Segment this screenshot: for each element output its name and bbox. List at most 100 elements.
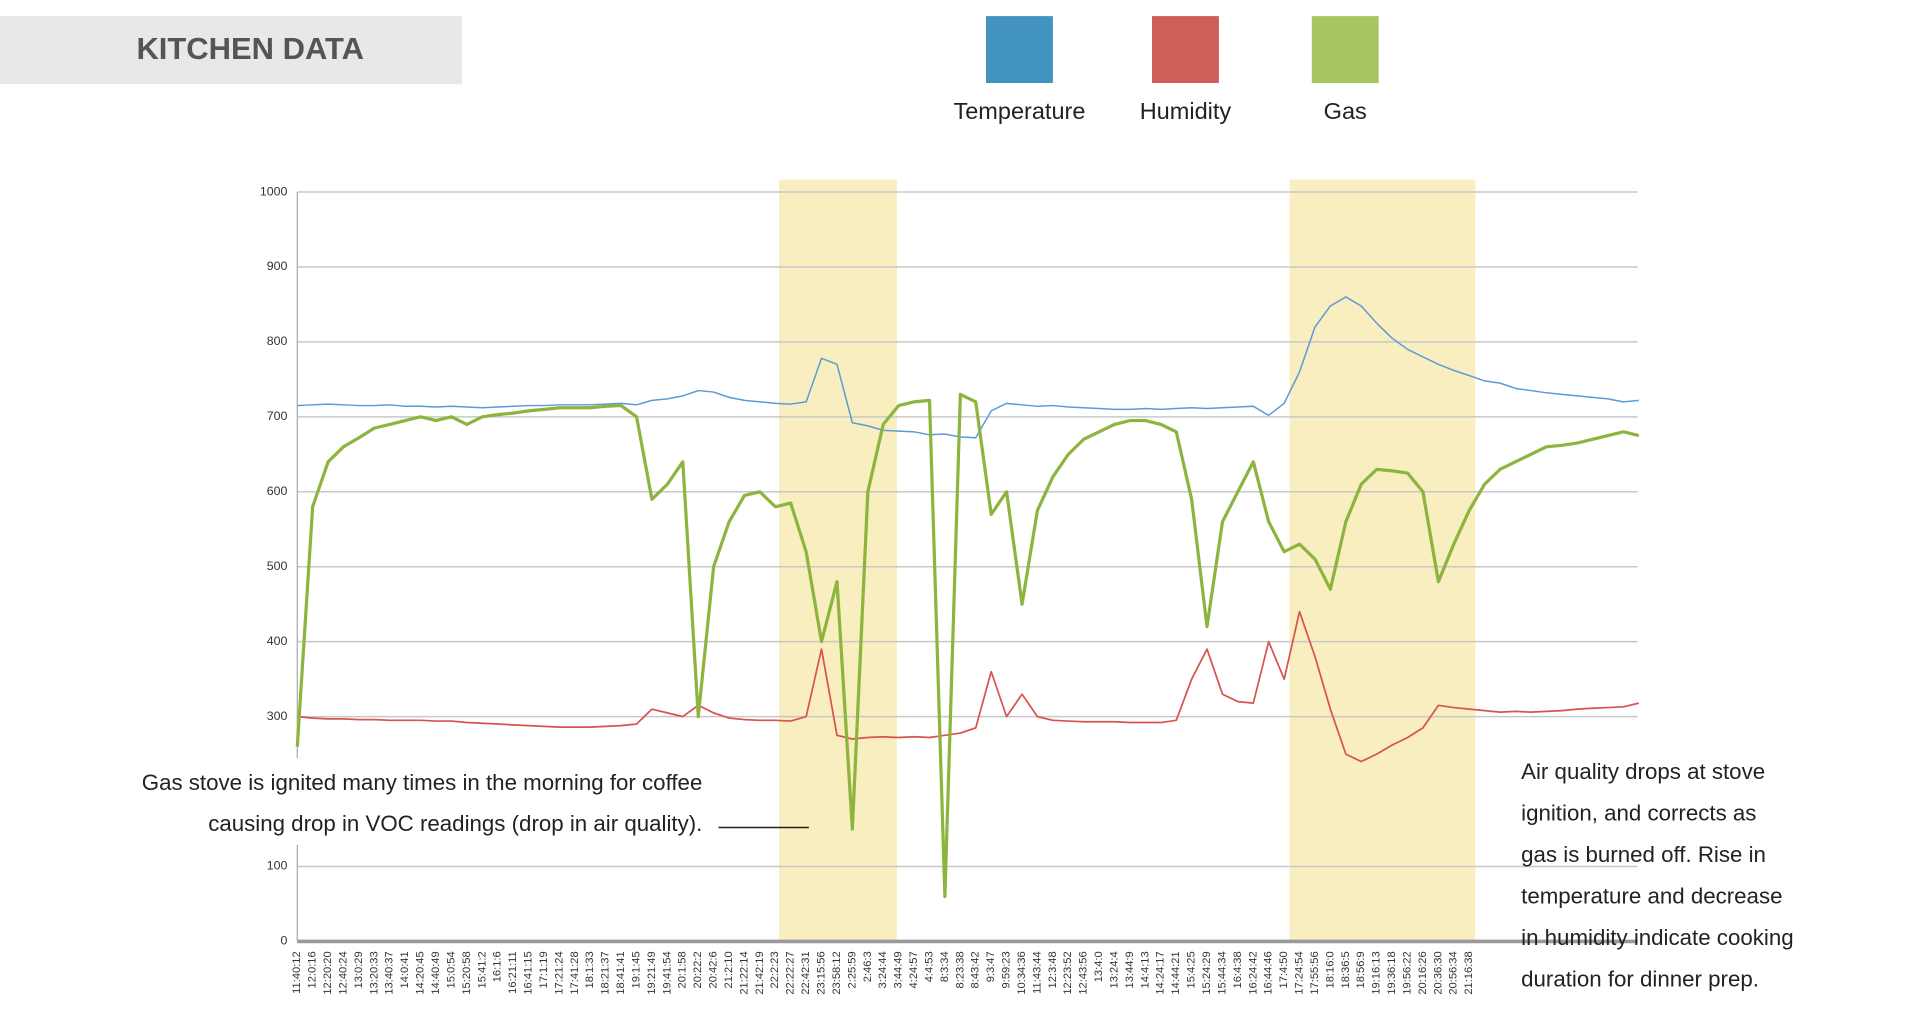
x-tick-label: 16:1:6: [492, 951, 504, 982]
x-tick-label: 14:24:17: [1155, 951, 1167, 994]
y-tick-label: 500: [267, 559, 288, 573]
x-tick-label: 11:43:44: [1031, 951, 1043, 993]
x-tick-label: 3:44:49: [893, 951, 905, 988]
x-tick-label: 14:44:21: [1170, 951, 1182, 994]
highlight-band: [779, 179, 897, 942]
x-tick-label: 8:23:38: [954, 951, 966, 988]
x-tick-label: 16:21:11: [507, 951, 519, 993]
x-tick-label: 13:44:9: [1124, 951, 1136, 988]
x-tick-label: 16:4:38: [1232, 951, 1244, 988]
legend-label: Humidity: [1140, 98, 1232, 124]
x-tick-label: 11:40:12: [291, 951, 303, 993]
annotation-text: Gas stove is ignited many times in the m…: [142, 770, 703, 795]
title-box: [0, 16, 463, 85]
x-tick-label: 20:36:30: [1432, 951, 1444, 994]
chart-title: KITCHEN DATA: [136, 31, 364, 66]
x-tick-label: 19:41:54: [661, 951, 673, 994]
y-tick-label: 0: [280, 934, 287, 948]
annotation-text: causing drop in VOC readings (drop in ai…: [208, 811, 702, 836]
x-tick-label: 16:24:42: [1247, 951, 1259, 994]
x-tick-label: 18:1:33: [584, 951, 596, 988]
x-tick-label: 13:20:33: [368, 951, 380, 994]
x-tick-label: 13:24:4: [1108, 951, 1120, 988]
x-tick-label: 12:3:48: [1047, 951, 1059, 988]
y-tick-label: 100: [267, 859, 288, 873]
highlight-band: [1289, 179, 1476, 942]
x-tick-label: 20:56:34: [1448, 951, 1460, 994]
x-tick-label: 9:59:23: [1001, 951, 1013, 988]
x-tick-label: 17:21:24: [553, 951, 565, 994]
annotation-text: ignition, and corrects as: [1521, 800, 1756, 825]
x-tick-label: 21:2:10: [723, 951, 735, 988]
legend-swatch: [1152, 16, 1219, 83]
x-tick-label: 13:40:37: [384, 951, 396, 994]
x-tick-label: 22:2:23: [769, 951, 781, 988]
x-tick-label: 15:24:29: [1201, 951, 1213, 994]
x-tick-label: 9:3:47: [985, 951, 997, 982]
x-tick-label: 12:23:52: [1062, 951, 1074, 994]
x-tick-label: 23:58:12: [831, 951, 843, 994]
x-tick-label: 15:0:54: [445, 951, 457, 988]
y-tick-label: 1000: [260, 184, 288, 198]
x-tick-label: 12:43:56: [1078, 951, 1090, 994]
annotation-text: in humidity indicate cooking: [1521, 925, 1793, 950]
x-tick-label: 23:15:56: [816, 951, 828, 994]
legend-swatch: [986, 16, 1053, 83]
x-tick-label: 17:41:28: [569, 951, 581, 994]
x-tick-label: 12:40:24: [337, 951, 349, 994]
x-tick-label: 13:0:29: [353, 951, 365, 988]
annotation-text: duration for dinner prep.: [1521, 966, 1759, 991]
x-tick-label: 19:1:45: [630, 951, 642, 988]
x-tick-label: 15:4:25: [1186, 951, 1198, 988]
x-tick-label: 21:42:19: [754, 951, 766, 994]
x-tick-label: 4:4:53: [923, 951, 935, 982]
x-tick-label: 20:22:2: [692, 951, 704, 988]
x-tick-label: 15:20:58: [461, 951, 473, 994]
x-tick-label: 19:21:49: [646, 951, 658, 994]
x-tick-label: 14:0:41: [399, 951, 411, 988]
x-tick-label: 17:1:19: [538, 951, 550, 988]
x-tick-label: 17:24:54: [1294, 951, 1306, 994]
annotation-text: gas is burned off. Rise in: [1521, 842, 1766, 867]
series-line: [297, 610, 1640, 763]
x-tick-label: 2:25:59: [846, 951, 858, 988]
x-tick-label: 18:16:0: [1324, 951, 1336, 988]
x-tick-label: 13:4:0: [1093, 951, 1105, 982]
y-tick-label: 800: [267, 334, 288, 348]
x-tick-label: 16:44:46: [1263, 951, 1275, 994]
legend-label: Gas: [1324, 98, 1367, 124]
x-tick-label: 18:21:37: [600, 951, 612, 994]
x-tick-label: 22:42:31: [800, 951, 812, 994]
x-tick-label: 19:56:22: [1401, 951, 1413, 994]
x-tick-label: 15:41:2: [476, 951, 488, 988]
x-tick-label: 17:55:56: [1309, 951, 1321, 994]
x-tick-label: 8:43:42: [970, 951, 982, 988]
x-tick-label: 10:34:36: [1016, 951, 1028, 994]
x-tick-label: 18:56:9: [1355, 951, 1367, 988]
x-tick-label: 17:4:50: [1278, 951, 1290, 988]
x-tick-label: 20:1:58: [677, 951, 689, 988]
series-line: [295, 392, 1640, 899]
annotation-text: temperature and decrease: [1521, 883, 1782, 908]
legend-swatch: [1311, 16, 1379, 83]
y-tick-label: 700: [267, 409, 288, 423]
x-tick-label: 2:46:3: [862, 951, 874, 982]
x-tick-label: 12:20:20: [322, 951, 334, 994]
x-tick-label: 18:36:5: [1340, 951, 1352, 988]
y-tick-label: 300: [267, 709, 288, 723]
x-tick-label: 4:24:57: [908, 951, 920, 988]
x-tick-label: 22:22:27: [785, 951, 797, 994]
x-tick-label: 19:36:18: [1386, 951, 1398, 994]
x-tick-label: 21:16:38: [1463, 951, 1475, 994]
x-tick-label: 3:24:44: [877, 951, 889, 988]
x-tick-label: 20:16:26: [1417, 951, 1429, 994]
x-tick-label: 21:22:14: [738, 951, 750, 994]
y-tick-label: 900: [267, 259, 288, 273]
x-tick-label: 8:3:34: [939, 951, 951, 982]
annotation-text: Air quality drops at stove: [1521, 759, 1765, 784]
x-tick-label: 16:41:15: [523, 951, 535, 994]
x-tick-label: 12:0:16: [307, 951, 319, 988]
y-tick-label: 600: [267, 484, 288, 498]
